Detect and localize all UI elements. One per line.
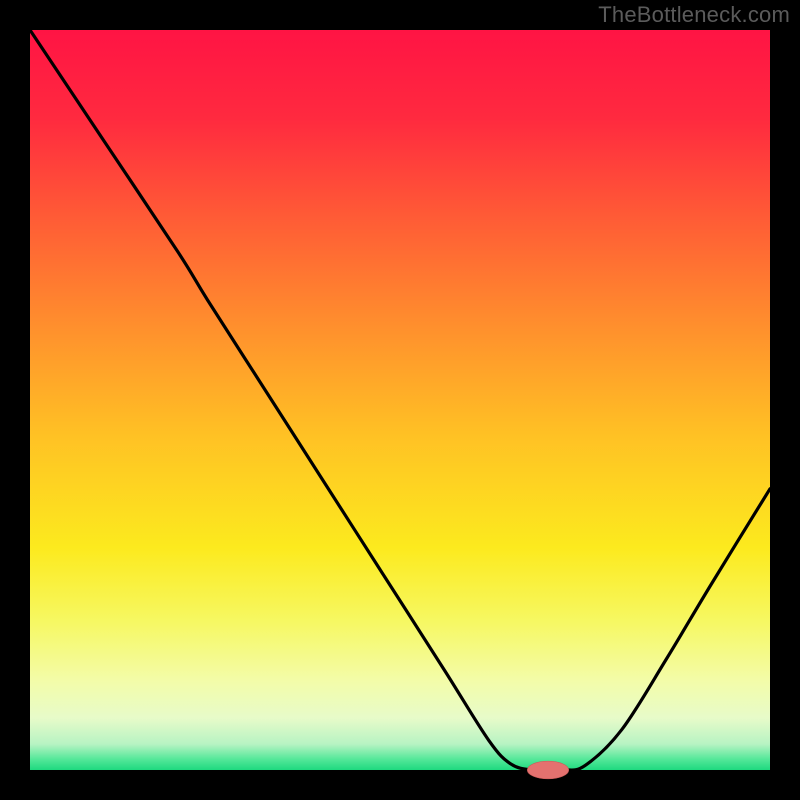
watermark-text: TheBottleneck.com [598, 2, 790, 28]
bottleneck-chart [0, 0, 800, 800]
optimal-point-marker [527, 761, 568, 779]
chart-frame: TheBottleneck.com [0, 0, 800, 800]
chart-plot-area [30, 30, 770, 770]
